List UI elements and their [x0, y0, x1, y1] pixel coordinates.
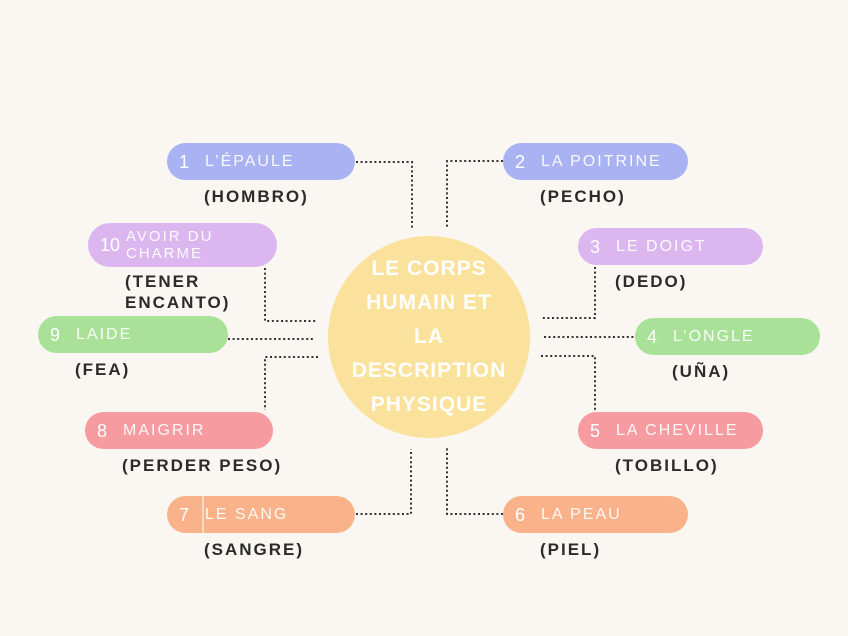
- node-label: LE SANG: [205, 506, 289, 523]
- connector-line-2: [446, 160, 503, 228]
- node-translation: (HOMBRO): [204, 187, 309, 206]
- node-pill-3: 3 LE DOIGT: [578, 228, 763, 265]
- mindmap-node-8: 8 MAIGRIR (PERDER PESO): [85, 412, 282, 476]
- node-number: 8: [97, 420, 108, 441]
- node-label: LE DOIGT: [616, 238, 707, 255]
- node-label: LA PEAU: [541, 506, 622, 523]
- mindmap-node-7: 7 LE SANG (SANGRE): [167, 496, 355, 560]
- connector-line-6: [446, 447, 503, 515]
- pill-number-divider: [202, 496, 204, 533]
- node-translation: (SANGRE): [204, 540, 305, 559]
- node-pill-10: 10 AVOIR DU CHARME: [88, 223, 277, 267]
- node-pill-4: 4 L’ONGLE: [635, 318, 820, 355]
- central-topic-title-line: LA: [414, 325, 444, 348]
- node-number: 5: [590, 420, 601, 441]
- node-translation: (TENER ENCANTO): [125, 272, 231, 312]
- node-label: MAIGRIR: [123, 422, 206, 439]
- node-number: 10: [100, 235, 121, 255]
- mindmap-node-6: 6 LA PEAU (PIEL): [503, 496, 688, 560]
- node-translation: (TOBILLO): [615, 456, 719, 475]
- connector-line-8: [264, 356, 318, 410]
- connector-line-7: [356, 449, 412, 515]
- node-pill-1: 1 L’ÉPAULE: [167, 143, 355, 180]
- node-number: 7: [179, 504, 190, 525]
- central-topic-title-line: HUMAIN ET: [366, 291, 492, 314]
- node-number: 9: [50, 324, 61, 345]
- node-translation: (UÑA): [672, 362, 731, 381]
- node-label: L’ONGLE: [673, 328, 755, 345]
- mindmap-node-5: 5 LA CHEVILLE (TOBILLO): [578, 412, 763, 476]
- node-pill-7: 7 LE SANG: [167, 496, 355, 533]
- connector-line-5: [541, 355, 596, 410]
- node-translation: (PECHO): [540, 187, 626, 206]
- node-translation: (FEA): [75, 360, 131, 379]
- node-pill-5: 5 LA CHEVILLE: [578, 412, 763, 449]
- central-topic-title-line: LE CORPS: [371, 257, 487, 280]
- node-number: 2: [515, 151, 526, 172]
- node-pill-9: 9 LAIDE: [38, 316, 228, 353]
- mindmap-node-2: 2 LA POITRINE (PECHO): [503, 143, 688, 207]
- node-label: LA CHEVILLE: [616, 422, 739, 439]
- node-label: LA POITRINE: [541, 153, 662, 170]
- mindmap-node-3: 3 LE DOIGT (DEDO): [578, 228, 763, 292]
- connector-line-1: [356, 161, 413, 230]
- mindmap-node-4: 4 L’ONGLE (UÑA): [635, 318, 820, 382]
- node-pill-2: 2 LA POITRINE: [503, 143, 688, 180]
- node-number: 1: [179, 151, 190, 172]
- central-topic-title-line: PHYSIQUE: [370, 393, 488, 416]
- node-translation: (DEDO): [615, 272, 688, 291]
- central-topic-title-line: DESCRIPTION: [351, 359, 507, 382]
- node-pill-8: 8 MAIGRIR: [85, 412, 273, 449]
- node-pill-6: 6 LA PEAU: [503, 496, 688, 533]
- node-label: L’ÉPAULE: [205, 153, 295, 170]
- node-number: 3: [590, 236, 601, 257]
- central-topic-bubble: LE CORPS HUMAIN ET LA DESCRIPTION PHYSIQ…: [328, 236, 530, 438]
- mindmap-node-9: 9 LAIDE (FEA): [38, 316, 228, 380]
- mindmap-node-1: 1 L’ÉPAULE (HOMBRO): [167, 143, 355, 207]
- node-label: AVOIR DU CHARME: [126, 228, 214, 262]
- node-number: 4: [647, 326, 658, 347]
- node-translation: (PERDER PESO): [122, 456, 283, 475]
- node-translation: (PIEL): [540, 540, 602, 559]
- node-number: 6: [515, 504, 526, 525]
- mindmap-node-10: 10 AVOIR DU CHARME (TENER ENCANTO): [88, 223, 277, 313]
- node-label: LAIDE: [76, 326, 133, 343]
